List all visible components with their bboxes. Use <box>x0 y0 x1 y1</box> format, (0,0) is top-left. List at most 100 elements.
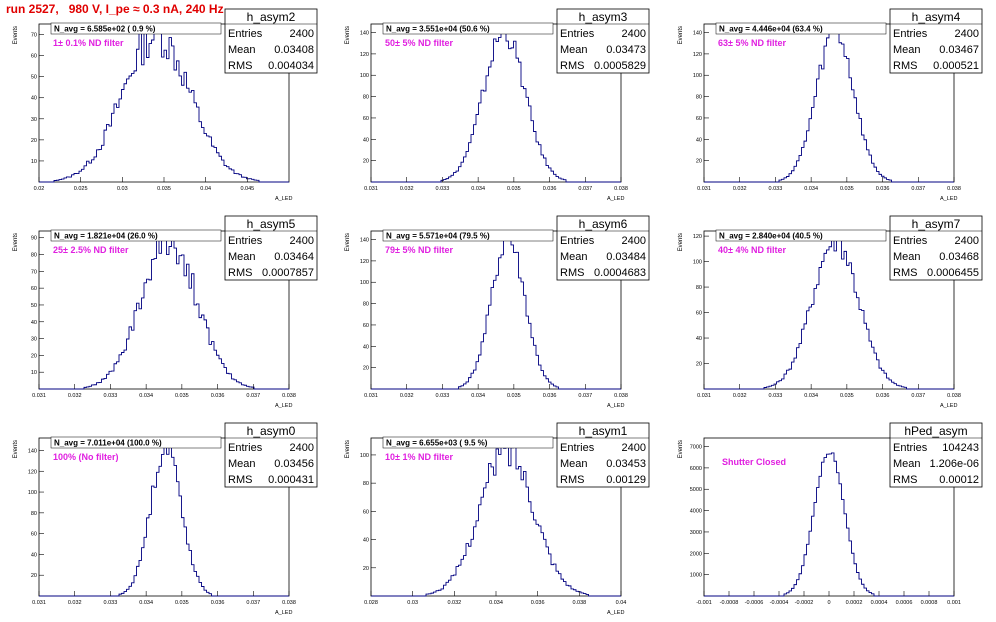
x-tick-label: 0.037 <box>911 186 925 192</box>
x-tick-label: 0.045 <box>240 186 254 192</box>
y-axis-label: Events <box>345 440 351 458</box>
stat-value-entries: 104243 <box>942 442 979 454</box>
y-tick-label: 120 <box>693 52 702 58</box>
y-tick-label: 60 <box>363 116 369 122</box>
x-tick-label: 0.035 <box>157 186 171 192</box>
y-tick-label: 80 <box>696 285 702 291</box>
y-axis-label: Events <box>13 440 19 458</box>
x-axis-label: A_LED <box>607 403 624 409</box>
x-tick-label: -0.0008 <box>720 600 739 606</box>
x-tick-label: 0.036 <box>211 393 225 399</box>
filter-label: 40± 4% ND filter <box>718 245 786 255</box>
y-tick-label: 60 <box>696 116 702 122</box>
x-tick-label: 0.033 <box>769 186 783 192</box>
x-tick-label: 0.032 <box>447 600 461 606</box>
y-tick-label: 100 <box>360 453 369 459</box>
stat-value-mean: 0.03453 <box>606 458 646 470</box>
x-tick-label: 0.035 <box>840 186 854 192</box>
stat-label-rms: RMS <box>228 267 252 279</box>
y-tick-label: 80 <box>363 481 369 487</box>
histogram-panel-h_asym6: 0.031 0.032 0.033 0.034 0.035 0.036 0.037 0.038… <box>345 215 650 409</box>
histogram-panel-h_asym5: 0.031 0.032 0.033 0.034 0.035 0.036 0.037 0.038… <box>13 215 318 409</box>
y-tick-label: 60 <box>31 286 37 292</box>
y-tick-label: 30 <box>31 337 37 343</box>
filter-label: 10± 1% ND filter <box>385 452 453 462</box>
n-avg-label: N_avg = 7.011e+04 (100.0 %) <box>54 439 162 448</box>
stat-value-rms: 0.0004683 <box>594 267 646 279</box>
x-tick-label: 0.034 <box>139 393 153 399</box>
histogram-panel-h_asym7: 0.031 0.032 0.033 0.034 0.035 0.036 0.037 0.038… <box>678 215 983 409</box>
stat-label-mean: Mean <box>893 44 921 56</box>
y-tick-label: 60 <box>696 311 702 317</box>
histogram-panel-h_asym4: 0.031 0.032 0.033 0.034 0.035 0.036 0.037 0.038… <box>678 8 983 202</box>
x-tick-label: 0.031 <box>32 393 46 399</box>
x-tick-label: 0.04 <box>200 186 211 192</box>
y-tick-label: 20 <box>363 566 369 572</box>
stat-value-rms: 0.00129 <box>606 474 646 486</box>
y-tick-label: 100 <box>693 73 702 79</box>
y-tick-label: 60 <box>31 532 37 538</box>
y-tick-label: 6000 <box>690 466 702 472</box>
x-tick-label: 0.038 <box>614 393 628 399</box>
histogram-line-hPed_asym <box>704 452 954 597</box>
stat-label-rms: RMS <box>893 474 917 486</box>
x-tick-label: 0.033 <box>769 393 783 399</box>
y-axis-label: Events <box>678 26 684 44</box>
x-tick-label: 0.034 <box>804 186 818 192</box>
histogram-panel-h_asym0: 0.031 0.032 0.033 0.034 0.035 0.036 0.037 0.038… <box>13 422 318 616</box>
stats-box: h_asym2 Entries 2400 Mean 0.03408 RMS 0.004034 <box>224 8 318 74</box>
histogram-name: h_asym4 <box>912 10 961 24</box>
x-tick-label: 0.034 <box>804 393 818 399</box>
stat-label-rms: RMS <box>228 60 252 72</box>
y-axis-label: Events <box>345 26 351 44</box>
y-tick-label: 20 <box>31 353 37 359</box>
x-tick-label: 0.036 <box>531 600 545 606</box>
y-tick-label: 20 <box>363 159 369 165</box>
y-tick-label: 120 <box>28 469 37 475</box>
y-tick-label: 120 <box>360 259 369 265</box>
x-tick-label: 0.033 <box>436 393 450 399</box>
x-tick-label: 0.033 <box>104 393 118 399</box>
histogram-panel-hPed_asym: -0.001 -0.0008 -0.0006 -0.0004 -0.0002 0 0.000… <box>678 422 983 606</box>
x-tick-label: 0.031 <box>32 600 46 606</box>
x-tick-label: 0.02 <box>34 186 45 192</box>
n-avg-box: N_avg = 6.585e+02 ( 0.9 %) <box>50 22 222 35</box>
stat-value-mean: 0.03408 <box>274 44 314 56</box>
filter-label: 50± 5% ND filter <box>385 38 453 48</box>
y-tick-label: 40 <box>363 538 369 544</box>
stats-box: h_asym3 Entries 2400 Mean 0.03473 RMS 0.000582… <box>556 8 650 74</box>
filter-label: 25± 2.5% ND filter <box>53 245 129 255</box>
x-tick-label: 0.036 <box>543 393 557 399</box>
y-tick-label: 40 <box>363 344 369 350</box>
x-tick-label: 0.0006 <box>896 600 913 606</box>
stat-label-entries: Entries <box>893 28 928 40</box>
y-tick-label: 40 <box>696 336 702 342</box>
stat-value-entries: 2400 <box>955 235 979 247</box>
y-tick-label: 20 <box>696 159 702 165</box>
y-tick-label: 140 <box>360 31 369 37</box>
n-avg-label: N_avg = 2.840e+04 (40.5 %) <box>719 232 823 241</box>
x-tick-label: 0.031 <box>364 393 378 399</box>
y-tick-label: 30 <box>31 117 37 123</box>
stat-value-mean: 0.03456 <box>274 458 314 470</box>
x-axis-label: A_LED <box>940 403 957 409</box>
x-tick-label: 0.035 <box>507 186 521 192</box>
x-tick-label: 0.032 <box>733 393 747 399</box>
y-tick-label: 100 <box>360 73 369 79</box>
stat-label-rms: RMS <box>560 267 584 279</box>
stat-value-mean: 0.03484 <box>606 251 646 263</box>
histogram-name: h_asym1 <box>579 424 628 438</box>
x-tick-label: 0.038 <box>614 186 628 192</box>
stat-label-rms: RMS <box>893 60 917 72</box>
n-avg-box: N_avg = 7.011e+04 (100.0 %) <box>50 436 222 449</box>
stat-label-entries: Entries <box>893 235 928 247</box>
y-tick-label: 40 <box>363 137 369 143</box>
histogram-name: h_asym7 <box>912 217 961 231</box>
y-tick-label: 80 <box>31 253 37 259</box>
x-tick-label: 0.0004 <box>871 600 888 606</box>
stat-label-mean: Mean <box>560 458 588 470</box>
histogram-line-h_asym3 <box>371 29 621 183</box>
y-tick-label: 20 <box>31 573 37 579</box>
stat-label-entries: Entries <box>228 442 263 454</box>
y-tick-label: 100 <box>360 280 369 286</box>
